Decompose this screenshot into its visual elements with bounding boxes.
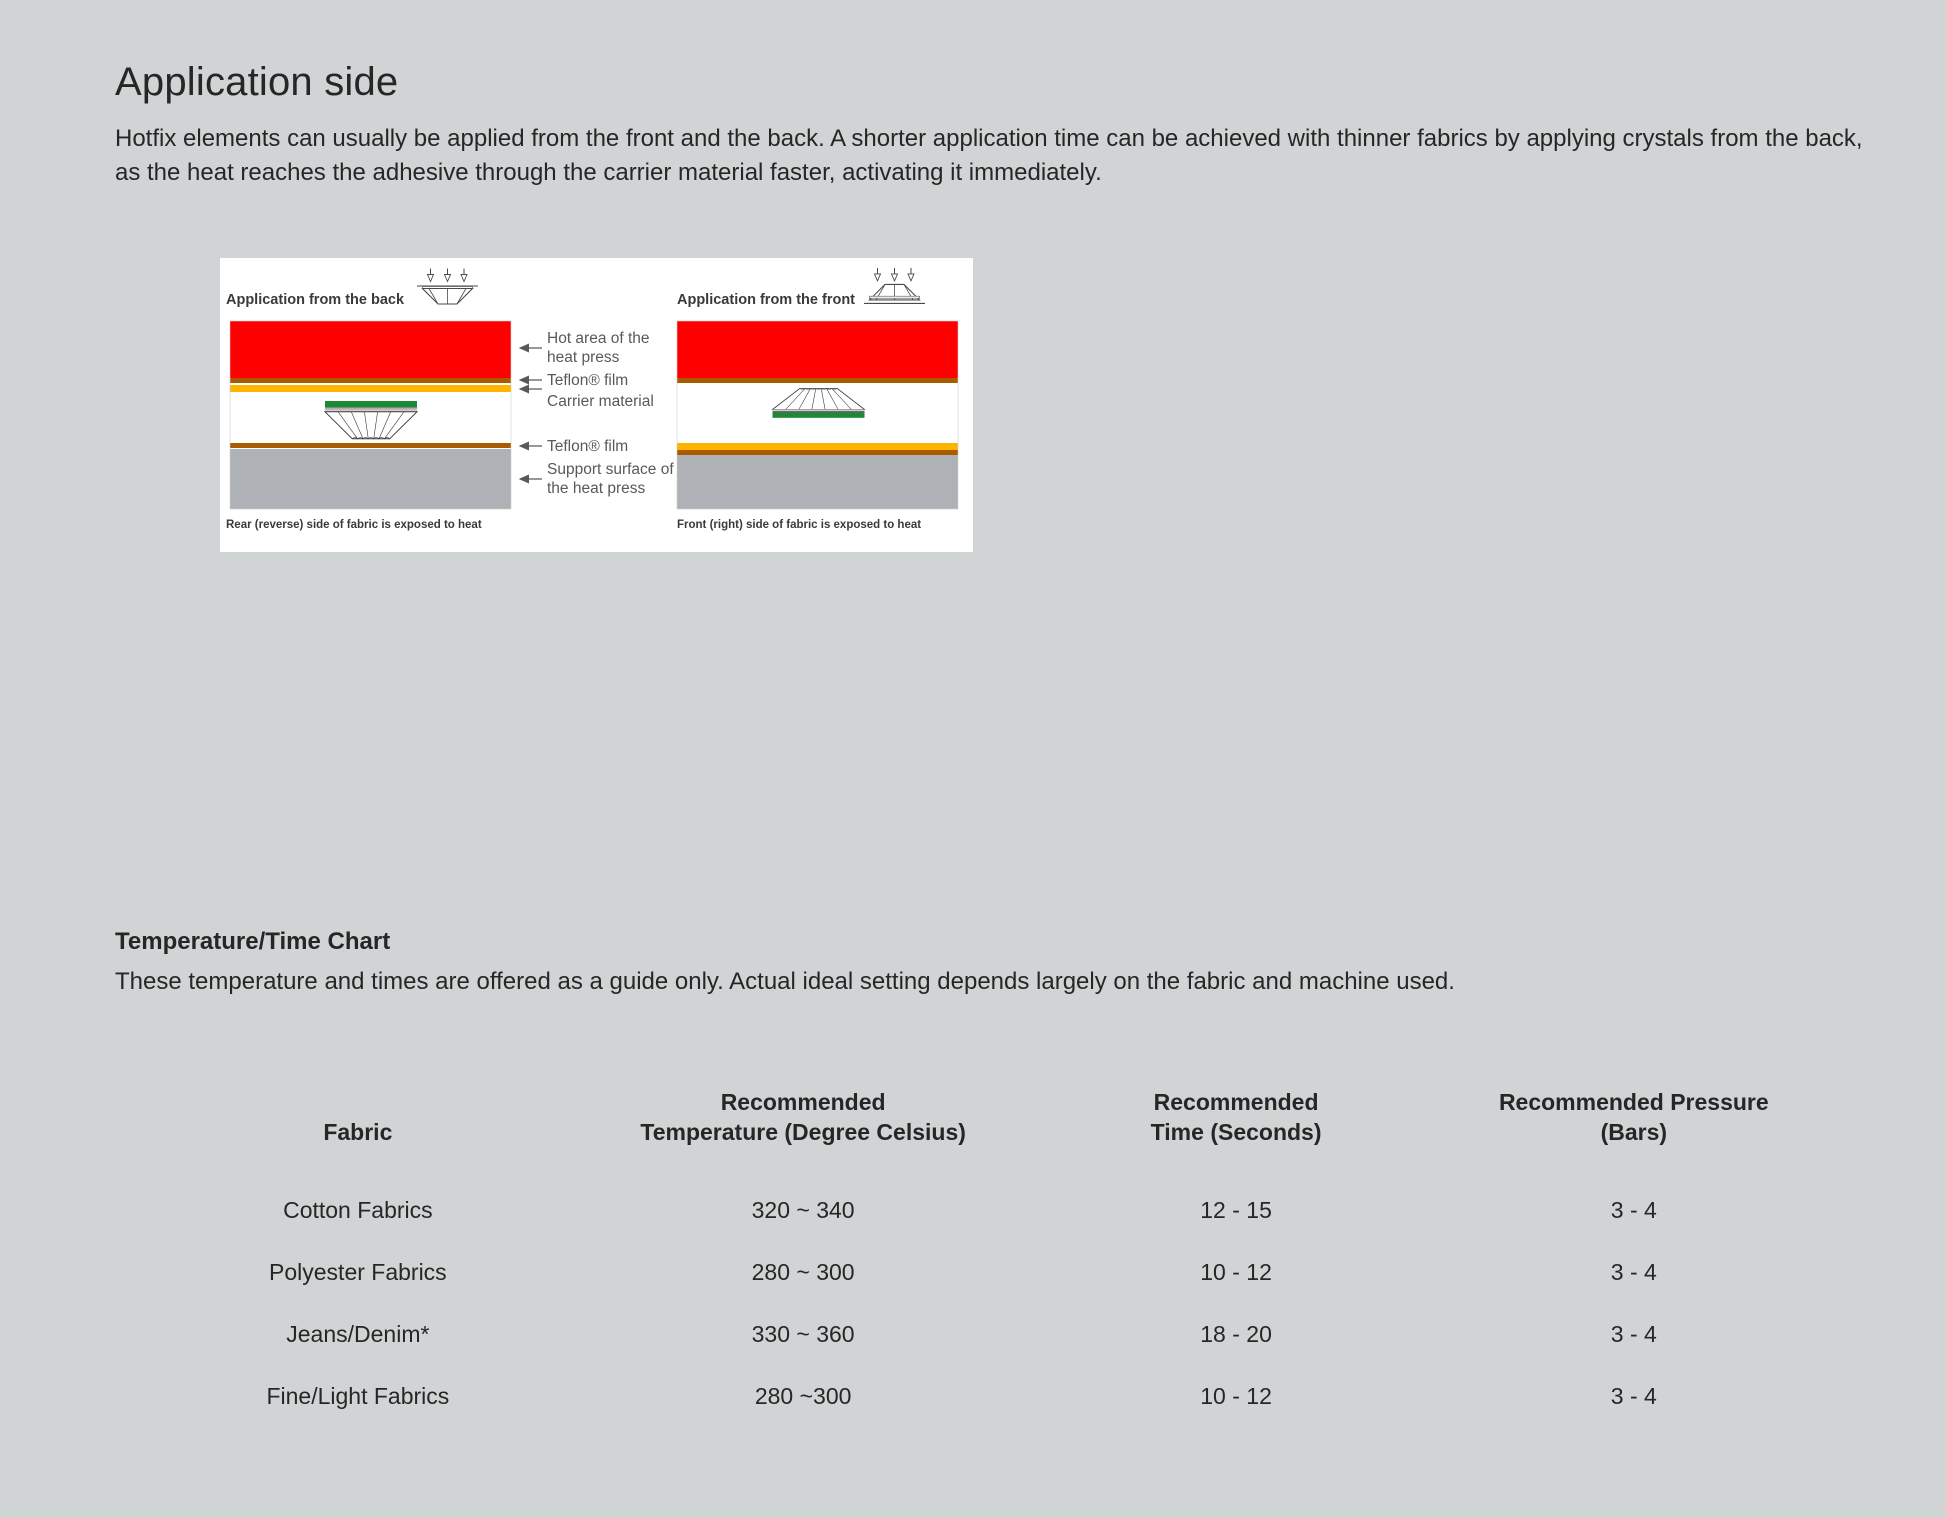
svg-text:Application from the back: Application from the back [226, 292, 405, 308]
svg-text:Rear (reverse) side of fabric: Rear (reverse) side of fabric is exposed… [226, 519, 482, 531]
svg-text:the heat press: the heat press [547, 480, 645, 497]
svg-text:heat press: heat press [547, 349, 620, 366]
svg-text:Carrier material: Carrier material [547, 393, 654, 410]
svg-text:Application from the front: Application from the front [677, 292, 855, 308]
svg-text:Support surface of: Support surface of [547, 461, 674, 478]
svg-text:Hot area of the: Hot area of the [547, 330, 650, 347]
svg-text:Front (right) side of fabric i: Front (right) side of fabric is exposed … [677, 519, 921, 531]
svg-text:Teflon® film: Teflon® film [547, 372, 628, 389]
svg-text:Teflon® film: Teflon® film [547, 438, 628, 455]
